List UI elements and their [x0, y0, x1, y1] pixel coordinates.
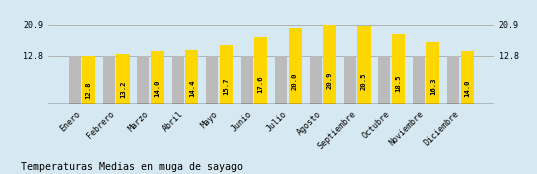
Bar [323, 25, 336, 104]
Bar [379, 56, 390, 104]
Bar [151, 51, 164, 104]
Bar [185, 50, 198, 104]
Text: Temperaturas Medias en muga de sayago: Temperaturas Medias en muga de sayago [21, 162, 243, 172]
Bar [137, 56, 149, 104]
Bar [241, 56, 253, 104]
Bar [103, 56, 115, 104]
Text: 18.5: 18.5 [395, 74, 401, 92]
Bar [69, 56, 81, 104]
Text: 14.0: 14.0 [465, 80, 470, 97]
Bar [172, 56, 184, 104]
Bar [288, 28, 302, 104]
Text: 17.6: 17.6 [258, 76, 264, 93]
Text: 14.4: 14.4 [189, 79, 195, 97]
Bar [344, 56, 356, 104]
Bar [309, 56, 322, 104]
Text: 13.2: 13.2 [120, 81, 126, 98]
Text: 16.3: 16.3 [430, 77, 436, 94]
Bar [358, 26, 371, 104]
Bar [413, 56, 425, 104]
Bar [254, 37, 267, 104]
Bar [392, 34, 405, 104]
Text: 15.7: 15.7 [223, 78, 229, 95]
Bar [117, 54, 129, 104]
Bar [447, 56, 459, 104]
Text: 20.0: 20.0 [292, 73, 298, 90]
Bar [206, 56, 219, 104]
Bar [220, 45, 233, 104]
Text: 14.0: 14.0 [155, 80, 161, 97]
Text: 20.5: 20.5 [361, 72, 367, 90]
Bar [82, 56, 95, 104]
Bar [426, 42, 439, 104]
Bar [275, 56, 287, 104]
Bar [461, 51, 474, 104]
Text: 12.8: 12.8 [85, 81, 91, 98]
Text: 20.9: 20.9 [326, 72, 332, 89]
